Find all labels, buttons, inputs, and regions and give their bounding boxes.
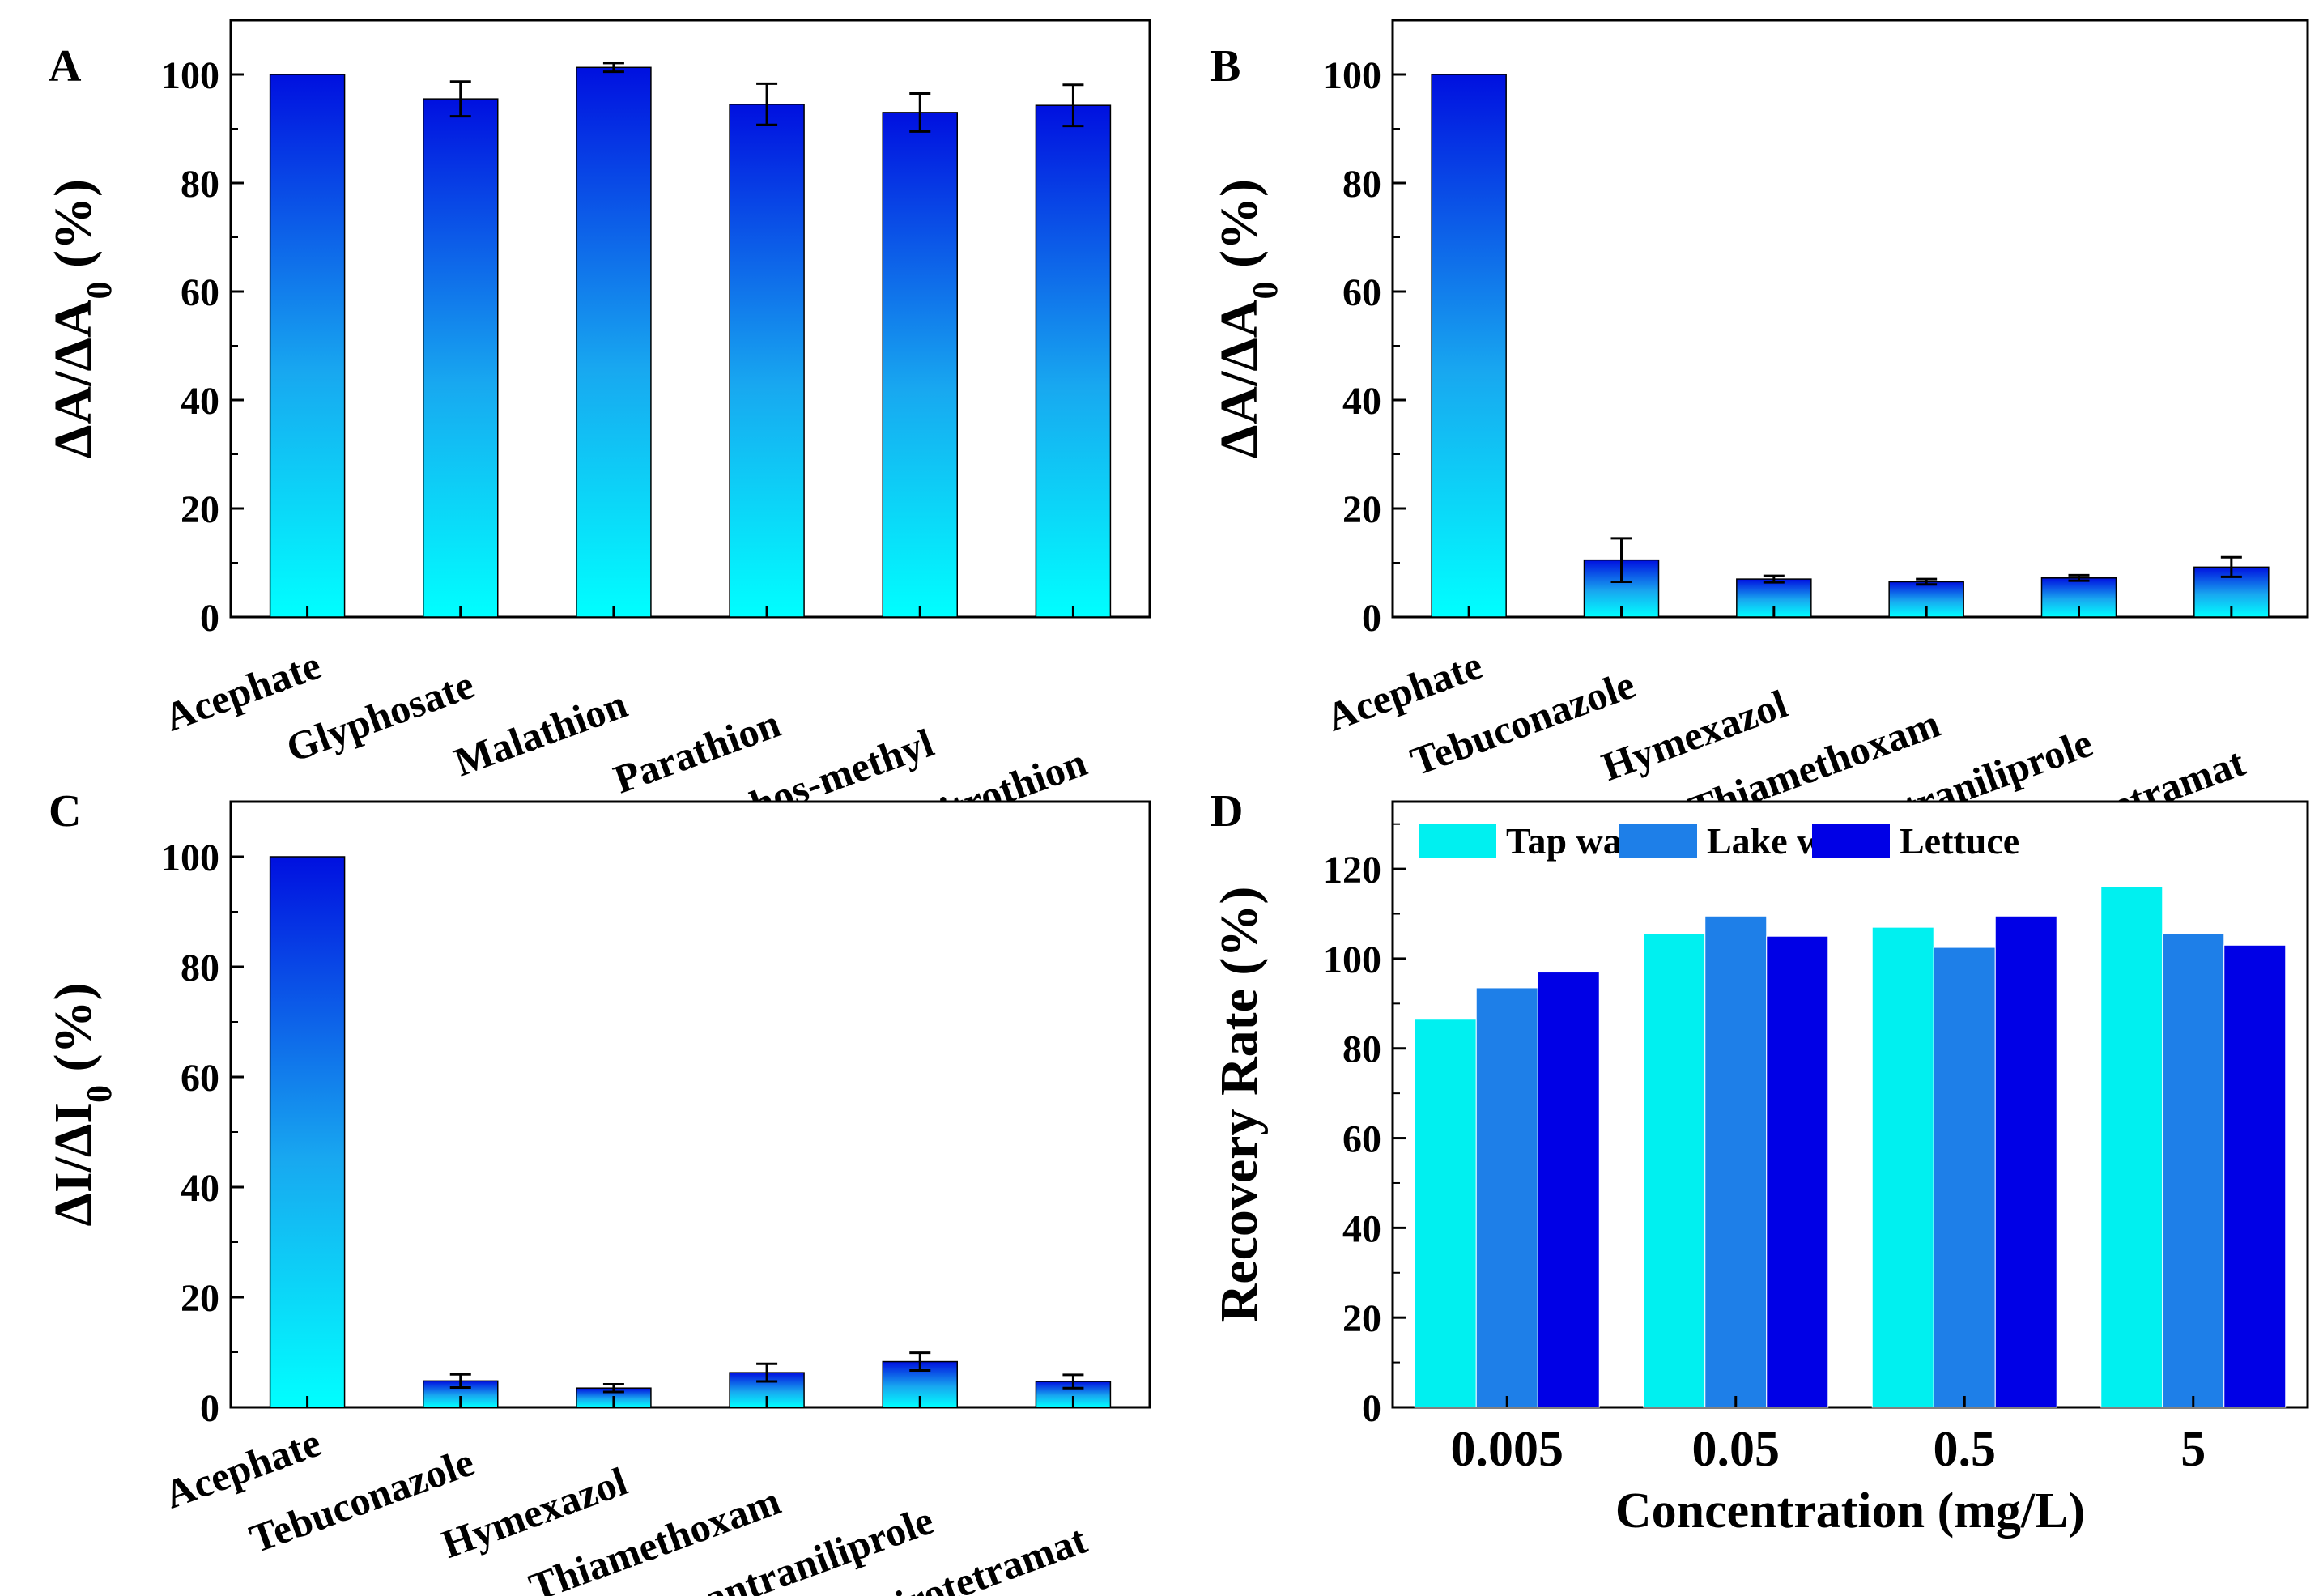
bar: [269, 856, 346, 1408]
bar-lettuce: [1994, 915, 2057, 1408]
y-axis-label-main: ΔA/ΔA: [1210, 299, 1269, 458]
bar: [882, 112, 958, 618]
y-tick-label: 40: [181, 1167, 219, 1210]
legend-label: Lettuce: [1900, 820, 2019, 862]
bar: [423, 98, 499, 618]
x-tick-label: 0.005: [1451, 1422, 1564, 1477]
y-tick-label: 20: [1342, 1297, 1381, 1340]
bar: [269, 74, 346, 618]
y-tick-label: 40: [181, 380, 219, 423]
bar-tap-water: [2100, 886, 2163, 1408]
bar-tap-water: [1414, 1019, 1477, 1408]
legend-swatch: [1419, 824, 1496, 858]
plot-frame: [229, 19, 1151, 619]
y-tick-label: 100: [1323, 54, 1381, 97]
y-tick-label: 60: [181, 271, 219, 314]
plot-frame: [1391, 19, 2309, 619]
y-tick-label: 0: [200, 1387, 219, 1430]
bar: [729, 104, 805, 618]
panel-label: B: [1210, 41, 1240, 92]
bar: [1035, 104, 1112, 618]
y-tick-label: 80: [1342, 163, 1381, 206]
bar-lettuce: [1766, 935, 1829, 1408]
y-axis-label: ΔI/ΔI0 (%): [44, 983, 119, 1227]
y-tick-label: 120: [1323, 849, 1381, 892]
y-tick-label: 0: [200, 597, 219, 640]
bar-lake-water: [2162, 933, 2225, 1408]
x-tick-label: 0.5: [1934, 1422, 1997, 1477]
y-axis-label-main: ΔA/ΔA: [44, 299, 103, 458]
y-axis-label-sub: 0: [79, 1085, 119, 1103]
y-axis-label-sub: 0: [1245, 282, 1285, 300]
x-tick-label: 5: [2180, 1422, 2206, 1477]
y-tick-label: 80: [1342, 1028, 1381, 1071]
y-tick-label: 60: [1342, 1118, 1381, 1161]
y-tick-label: 100: [1323, 938, 1381, 981]
y-tick-label: 80: [181, 947, 219, 990]
y-tick-label: 40: [1342, 380, 1381, 423]
y-tick-label: 20: [181, 1277, 219, 1320]
bar-lettuce: [2223, 944, 2287, 1408]
bar: [1431, 74, 1507, 618]
y-tick-label: 100: [161, 836, 219, 879]
y-axis-label: ΔA/ΔA0 (%): [44, 179, 119, 458]
y-axis-label: ΔA/ΔA0 (%): [1210, 179, 1285, 458]
bar-lettuce: [1537, 972, 1600, 1408]
bar-lake-water: [1475, 987, 1538, 1408]
y-tick-label: 60: [181, 1057, 219, 1100]
bar-tap-water: [1643, 933, 1706, 1408]
y-axis-label-unit: (%): [44, 179, 103, 281]
legend-swatch: [1619, 824, 1697, 858]
y-tick-label: 0: [1362, 597, 1381, 640]
y-axis-label-main: ΔI/ΔI: [44, 1103, 103, 1226]
panel-d: 0 20 40 60 80 100 120 D Recovery Rate (%) 0.005 0.…: [1210, 786, 2309, 1539]
bar-tap-water: [1871, 926, 1934, 1408]
y-axis-label: Recovery Rate (%): [1210, 887, 1269, 1323]
y-tick-label: 100: [161, 54, 219, 97]
bar-lake-water: [1933, 947, 1996, 1408]
y-tick-label: 40: [1342, 1207, 1381, 1250]
panel-label: C: [49, 786, 81, 836]
y-tick-label: 80: [181, 163, 219, 206]
plot-frame: [229, 800, 1151, 1409]
panel-label: D: [1210, 786, 1243, 836]
bar-lake-water: [1704, 915, 1768, 1408]
y-axis-label-unit: (%): [1210, 179, 1269, 281]
y-tick-label: 20: [181, 488, 219, 531]
y-tick-label: 60: [1342, 271, 1381, 314]
legend-swatch: [1812, 824, 1890, 858]
x-tick-label: 0.05: [1692, 1422, 1781, 1477]
y-axis-label-sub: 0: [79, 282, 119, 300]
panel-label: A: [49, 41, 82, 92]
x-axis-label: Concentration (mg/L): [1615, 1483, 2085, 1539]
y-tick-label: 0: [1362, 1387, 1381, 1430]
y-axis-label-unit: (%): [44, 983, 103, 1085]
y-tick-label: 20: [1342, 488, 1381, 531]
bar: [576, 66, 652, 618]
